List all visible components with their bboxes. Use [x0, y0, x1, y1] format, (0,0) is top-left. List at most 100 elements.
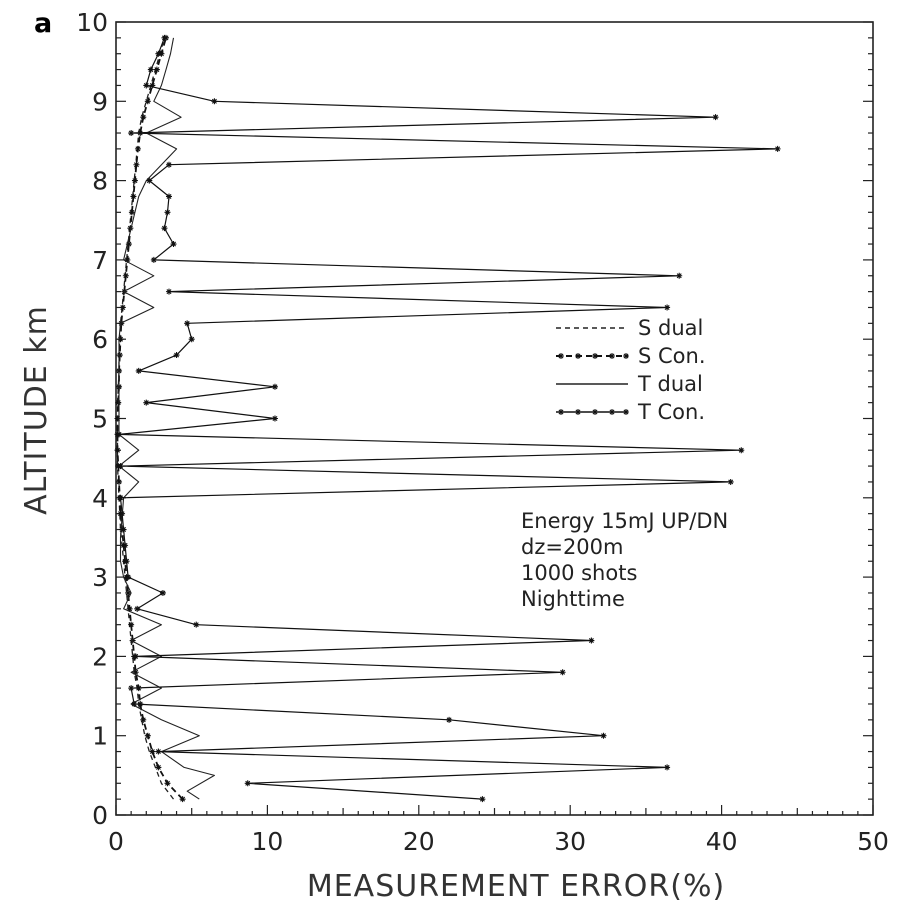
x-tick-label: 50: [857, 827, 889, 856]
data-point: [150, 256, 157, 263]
x-tick-label: 0: [108, 827, 124, 856]
data-point: [155, 764, 162, 771]
data-point: [144, 732, 151, 739]
data-point: [117, 463, 124, 470]
x-tick-label: 20: [403, 827, 435, 856]
x-axis-title: MEASUREMENT ERROR(%): [307, 869, 725, 904]
series-4: [116, 34, 781, 803]
data-point: [122, 272, 129, 279]
data-point: [271, 415, 278, 422]
data-point: [122, 542, 129, 549]
data-point: [664, 304, 671, 311]
data-point: [446, 716, 453, 723]
data-point: [125, 589, 132, 596]
data-point: [143, 82, 150, 89]
annotation-line: dz=200m: [521, 535, 624, 559]
legend-marker: [558, 409, 564, 415]
data-point: [588, 637, 595, 644]
data-point: [125, 574, 132, 581]
legend-label: T dual: [637, 372, 703, 396]
data-point: [244, 780, 251, 787]
data-point: [140, 716, 147, 723]
y-tick-label: 3: [92, 563, 108, 592]
data-point: [179, 796, 186, 803]
data-point: [155, 748, 162, 755]
y-tick-label: 8: [92, 167, 108, 196]
data-point: [114, 447, 121, 454]
legend-label: S Con.: [638, 344, 706, 368]
legend-marker: [623, 353, 629, 359]
data-point: [161, 34, 168, 41]
y-tick-label: 6: [92, 325, 108, 354]
data-point: [119, 510, 126, 517]
data-point: [131, 177, 138, 184]
x-tick-label: 40: [706, 827, 738, 856]
legend-label: T Con.: [637, 400, 705, 424]
data-point: [271, 383, 278, 390]
data-point: [153, 66, 160, 73]
legend-label: S dual: [638, 316, 703, 340]
data-point: [124, 256, 131, 263]
data-point: [774, 145, 781, 152]
data-point: [170, 241, 177, 248]
data-point: [164, 209, 171, 216]
data-point: [158, 50, 165, 57]
data-point: [128, 621, 135, 628]
x-axis: 0 10 20 30 40 50: [108, 805, 889, 856]
annotation-line: Energy 15mJ UP/DN: [521, 509, 728, 533]
data-point: [600, 732, 607, 739]
data-point: [193, 621, 200, 628]
series-3: [118, 37, 215, 800]
data-point: [132, 653, 139, 660]
legend-marker: [623, 409, 629, 415]
data-point: [116, 352, 123, 359]
panel-letter: a: [34, 8, 52, 39]
data-point: [164, 780, 171, 787]
data-point: [676, 272, 683, 279]
data-point: [149, 748, 156, 755]
data-point: [117, 494, 124, 501]
data-point: [149, 82, 156, 89]
data-point: [559, 669, 566, 676]
y-tick-label: 9: [92, 87, 108, 116]
data-point: [120, 526, 127, 533]
data-point: [129, 637, 136, 644]
data-point: [184, 320, 191, 327]
data-point: [161, 225, 168, 232]
legend: S dual S Con. T dual T Con.: [556, 316, 706, 424]
legend-marker: [609, 409, 615, 415]
data-point: [712, 114, 719, 121]
data-point: [132, 669, 139, 676]
data-point: [143, 399, 150, 406]
data-point: [140, 114, 147, 121]
legend-marker: [592, 409, 598, 415]
data-point: [173, 352, 180, 359]
plot-frame: [115, 21, 874, 816]
data-point: [130, 193, 137, 200]
data-point: [116, 478, 123, 485]
data-point: [123, 558, 130, 565]
data-point: [147, 66, 154, 73]
legend-marker: [592, 353, 598, 359]
data-point: [128, 685, 135, 692]
data-point: [144, 98, 151, 105]
legend-marker: [558, 353, 564, 359]
x-tick-label: 30: [554, 827, 586, 856]
legend-marker: [575, 353, 581, 359]
y-axis-title: ALTITUDE km: [19, 305, 54, 515]
series-layer: [114, 34, 781, 803]
data-point: [165, 288, 172, 295]
data-point: [211, 98, 218, 105]
data-point: [188, 336, 195, 343]
data-point: [128, 130, 135, 137]
data-point: [159, 589, 166, 596]
data-point: [727, 478, 734, 485]
data-point: [664, 764, 671, 771]
data-point: [126, 605, 133, 612]
data-point: [479, 796, 486, 803]
legend-marker: [575, 409, 581, 415]
y-tick-label: 1: [92, 722, 108, 751]
data-point: [134, 605, 141, 612]
data-point: [116, 431, 123, 438]
